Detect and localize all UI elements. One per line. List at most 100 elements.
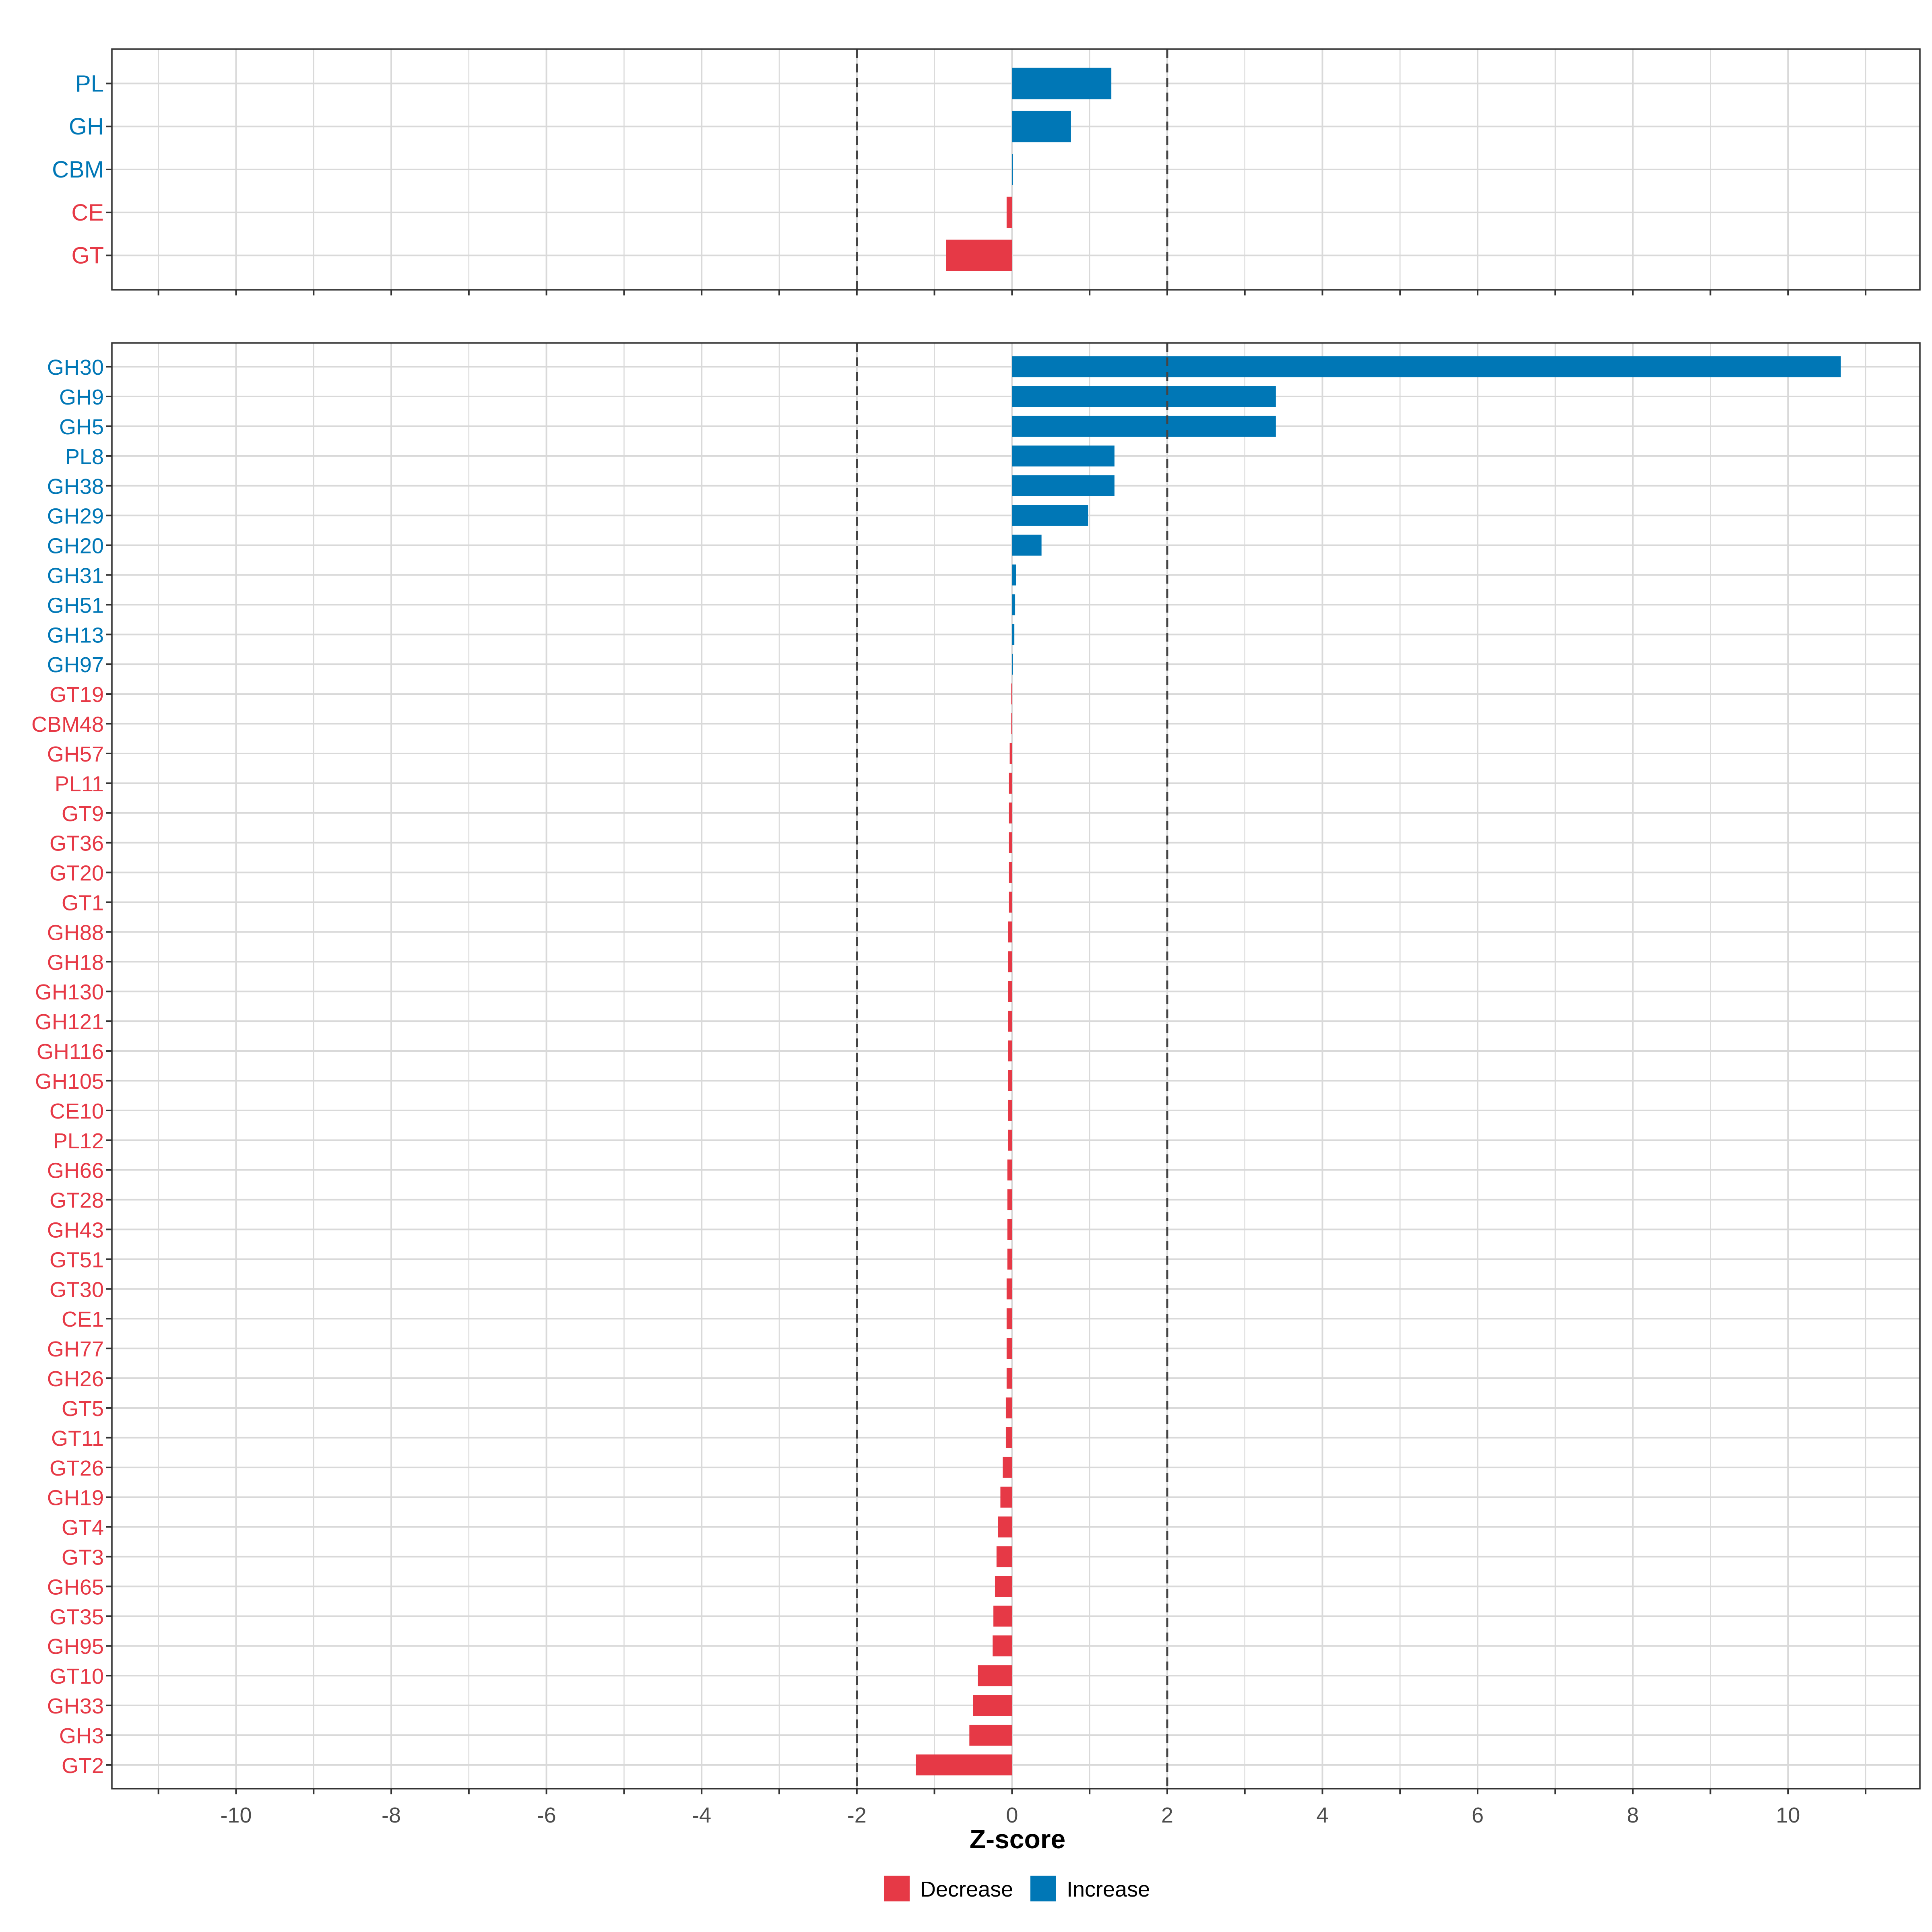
category-label: GH31 bbox=[47, 564, 104, 588]
category-label: GT3 bbox=[62, 1546, 104, 1570]
category-label: GH88 bbox=[47, 921, 104, 945]
category-label: GH51 bbox=[47, 593, 104, 617]
x-tick-label: -4 bbox=[692, 1803, 711, 1827]
bar-gh51 bbox=[1012, 594, 1016, 615]
top-panel: PL GH CBM CE GT bbox=[52, 48, 1921, 295]
category-label: GH57 bbox=[47, 742, 104, 766]
bar-gh5 bbox=[1012, 415, 1276, 437]
bar-gh57 bbox=[1009, 743, 1012, 764]
category-label: GT2 bbox=[62, 1754, 104, 1778]
bar-gh3 bbox=[969, 1724, 1012, 1746]
category-label: GH13 bbox=[47, 623, 104, 647]
bar-gt19 bbox=[1011, 683, 1012, 705]
category-label: PL bbox=[75, 70, 104, 97]
category-label: CBM bbox=[52, 157, 104, 183]
bar-gt51 bbox=[1007, 1249, 1012, 1270]
bottom-panel: GH30GH9GH5PL8GH38GH29GH20GH31GH51GH13GH9… bbox=[31, 342, 1921, 1827]
category-label: GH18 bbox=[47, 950, 104, 974]
bar-gh9 bbox=[1012, 386, 1276, 407]
bar-gh33 bbox=[973, 1695, 1012, 1716]
bar-gh29 bbox=[1012, 505, 1088, 526]
legend-swatch-decrease bbox=[884, 1876, 910, 1901]
bar-gt3 bbox=[996, 1546, 1012, 1567]
category-label: GT5 bbox=[62, 1397, 104, 1421]
x-tick-label: 8 bbox=[1627, 1803, 1639, 1827]
category-label: GT26 bbox=[50, 1456, 104, 1480]
bar-gt1 bbox=[1009, 892, 1012, 913]
bar-gh65 bbox=[995, 1576, 1012, 1597]
x-tick-label: -6 bbox=[537, 1803, 556, 1827]
category-label: GT11 bbox=[51, 1426, 104, 1451]
bar-gt30 bbox=[1006, 1278, 1012, 1300]
category-label: GT4 bbox=[62, 1516, 104, 1540]
bar-gt11 bbox=[1005, 1427, 1012, 1448]
category-label: GT1 bbox=[62, 891, 104, 915]
category-label: CE1 bbox=[62, 1307, 104, 1331]
category-label: GH30 bbox=[47, 355, 104, 380]
category-label: GT20 bbox=[50, 861, 104, 886]
bar-gt4 bbox=[998, 1516, 1012, 1538]
category-label: GT9 bbox=[62, 802, 104, 826]
bar-gh77 bbox=[1006, 1338, 1012, 1359]
bar-gh30 bbox=[1012, 356, 1841, 378]
bar-gh121 bbox=[1008, 1011, 1012, 1032]
bar-gt10 bbox=[978, 1665, 1012, 1686]
category-label: GH9 bbox=[59, 385, 104, 409]
category-label: CE10 bbox=[50, 1099, 104, 1123]
bar-pl bbox=[1012, 68, 1112, 99]
category-label: GH77 bbox=[47, 1337, 104, 1361]
bar-gh13 bbox=[1012, 624, 1015, 645]
category-label: GH95 bbox=[47, 1635, 104, 1659]
bar-gt bbox=[946, 239, 1012, 271]
category-label: GH97 bbox=[47, 653, 104, 677]
bar-cbm48 bbox=[1011, 713, 1012, 735]
panel-border bbox=[111, 48, 1921, 291]
category-label: GH bbox=[69, 114, 104, 140]
category-label: GT51 bbox=[50, 1248, 104, 1272]
panel-border bbox=[111, 342, 1921, 1790]
category-label: GH26 bbox=[47, 1367, 104, 1391]
bar-gh19 bbox=[1000, 1486, 1012, 1508]
category-label: GT bbox=[71, 243, 104, 269]
category-label: GH66 bbox=[47, 1159, 104, 1183]
legend: Decrease Increase bbox=[884, 1876, 1150, 1901]
bar-gh18 bbox=[1008, 951, 1012, 972]
category-label: GH130 bbox=[35, 980, 104, 1004]
bar-pl12 bbox=[1008, 1129, 1012, 1151]
bar-gh26 bbox=[1006, 1368, 1012, 1389]
category-label: GT10 bbox=[50, 1664, 104, 1688]
category-label: GH105 bbox=[35, 1069, 104, 1094]
category-label: CE bbox=[71, 200, 104, 226]
x-tick-label: -8 bbox=[382, 1803, 401, 1827]
x-tick-label: 2 bbox=[1161, 1803, 1173, 1827]
category-label: GH19 bbox=[47, 1486, 104, 1510]
bar-gt36 bbox=[1009, 832, 1012, 853]
bar-gh88 bbox=[1008, 921, 1012, 943]
category-label: GT35 bbox=[50, 1605, 104, 1629]
bar-gh130 bbox=[1008, 981, 1012, 1002]
bar-gt26 bbox=[1003, 1457, 1012, 1478]
category-label: GH3 bbox=[59, 1724, 104, 1748]
category-label: GT28 bbox=[50, 1189, 104, 1213]
legend-swatch-increase bbox=[1030, 1876, 1056, 1901]
bar-gh20 bbox=[1012, 535, 1042, 556]
x-tick-label: -10 bbox=[220, 1803, 252, 1827]
bar-gh66 bbox=[1007, 1159, 1012, 1181]
category-label: GT30 bbox=[50, 1278, 104, 1302]
category-label: GT36 bbox=[50, 832, 104, 856]
bar-gh105 bbox=[1008, 1070, 1012, 1091]
x-tick-label: 4 bbox=[1316, 1803, 1328, 1827]
bar-cbm bbox=[1012, 154, 1013, 185]
bar-gh43 bbox=[1007, 1219, 1012, 1240]
bar-gt5 bbox=[1005, 1397, 1012, 1418]
category-label: PL12 bbox=[53, 1129, 104, 1153]
bar-gt20 bbox=[1009, 862, 1012, 883]
category-label: GH121 bbox=[35, 1010, 104, 1034]
bar-gh95 bbox=[993, 1635, 1012, 1657]
bar-gt9 bbox=[1009, 802, 1012, 824]
category-label: GH29 bbox=[47, 504, 104, 528]
category-label: GH20 bbox=[47, 534, 104, 558]
category-label: GT19 bbox=[50, 683, 104, 707]
category-label: GH43 bbox=[47, 1218, 104, 1243]
bar-gh38 bbox=[1012, 475, 1115, 496]
